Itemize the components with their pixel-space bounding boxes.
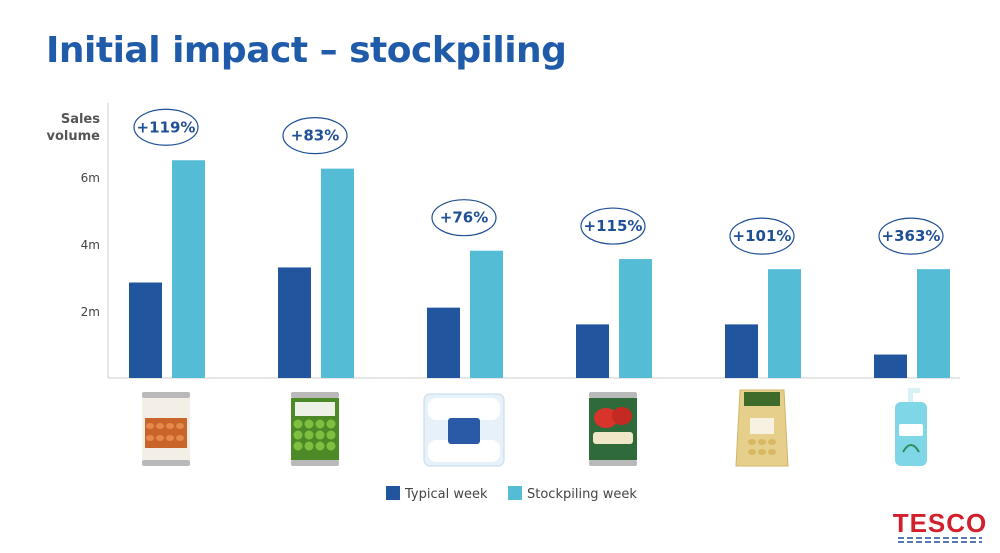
bar-stockpiling-week (768, 269, 801, 378)
change-annotations: +119% +83% +76% +115% +101% +363% (133, 108, 944, 255)
baked-beans-image (142, 392, 190, 466)
change-annotation-label: +101% (733, 227, 792, 245)
change-annotation-oval (133, 108, 199, 146)
change-annotation-oval (282, 117, 348, 155)
legend-label-typical-week: Typical week (404, 487, 488, 502)
change-annotation-oval (580, 207, 646, 245)
y-axis-label-line1: Sales (61, 112, 100, 127)
garden-peas-image (291, 392, 339, 466)
legend-swatch-typical-week (386, 486, 400, 500)
page-title: Initial impact – stockpiling (46, 30, 567, 71)
hand-wash-image (895, 388, 927, 466)
change-annotation-label: +76% (440, 209, 488, 227)
bar-typical-week (278, 267, 311, 378)
legend: Typical week Stockpiling week (386, 486, 637, 502)
bar-stockpiling-week (321, 168, 354, 378)
bar-stockpiling-week (619, 259, 652, 378)
product-images (142, 388, 927, 467)
change-annotation-label: +119% (137, 118, 196, 136)
bar-stockpiling-week (470, 250, 503, 378)
change-annotation-label: +363% (882, 227, 941, 245)
y-tick-label: 4m (81, 238, 100, 252)
legend-label-stockpiling-week: Stockpiling week (527, 487, 637, 502)
y-tick-label: 2m (81, 305, 100, 319)
tesco-logo: TESCO (893, 508, 988, 543)
bar-typical-week (874, 354, 907, 378)
toilet-tissue-image (423, 393, 505, 467)
bar-typical-week (427, 307, 460, 378)
chopped-tomatoes-image (589, 392, 637, 466)
bar-typical-week (725, 324, 758, 378)
bar-stockpiling-week (172, 160, 205, 378)
change-annotation-oval (729, 217, 795, 255)
y-axis-label-line2: volume (47, 129, 101, 144)
change-annotation-oval (878, 217, 944, 255)
change-annotation-label: +83% (291, 127, 339, 145)
change-annotation-label: +115% (584, 217, 643, 235)
bar-typical-week (576, 324, 609, 378)
bar-stockpiling-week (917, 269, 950, 378)
y-tick-label: 6m (81, 171, 100, 185)
y-ticks: 2m 4m 6m (81, 171, 100, 319)
bars (129, 160, 950, 378)
pasta-image (735, 389, 789, 467)
tesco-logo-text: TESCO (893, 508, 988, 538)
legend-swatch-stockpiling-week (508, 486, 522, 500)
change-annotation-oval (431, 199, 497, 237)
bar-typical-week (129, 282, 162, 378)
